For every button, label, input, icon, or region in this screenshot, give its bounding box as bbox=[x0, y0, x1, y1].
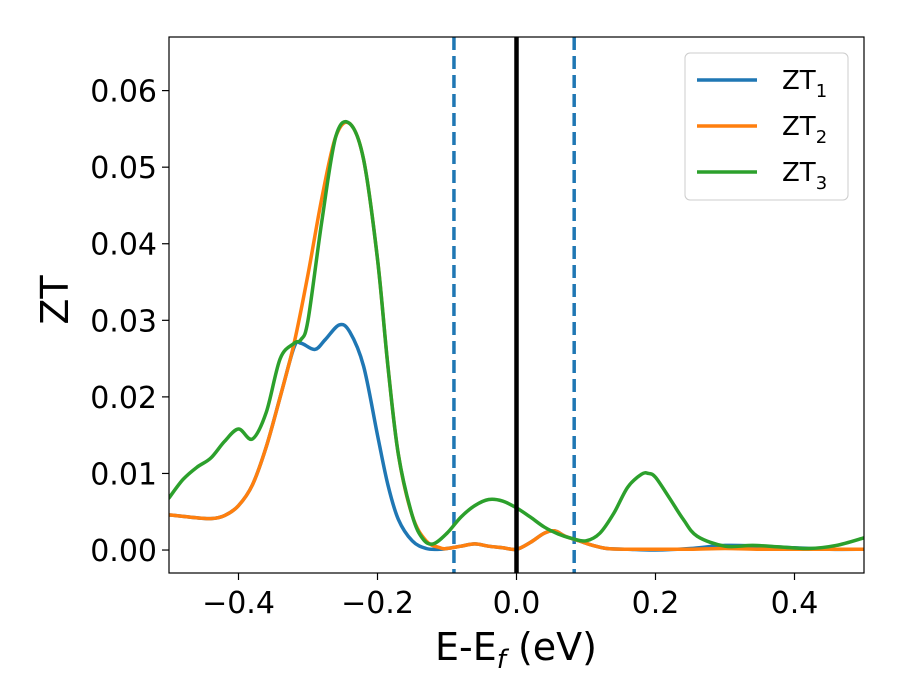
y-tick-label: 0.00 bbox=[90, 534, 157, 569]
legend-label-main: ZT bbox=[782, 112, 816, 142]
x-axis-title-suffix: (eV) bbox=[506, 625, 597, 669]
y-tick-label: 0.06 bbox=[90, 75, 157, 110]
legend-label-subscript: 3 bbox=[816, 173, 827, 194]
x-tick-label: 0.2 bbox=[632, 586, 680, 621]
x-tick-label: 0.4 bbox=[771, 586, 819, 621]
y-tick-label: 0.03 bbox=[90, 304, 157, 339]
legend-label-subscript: 2 bbox=[816, 127, 827, 148]
reference-lines bbox=[452, 37, 576, 573]
legend-label-main: ZT bbox=[782, 158, 816, 188]
series-line-zt2 bbox=[169, 120, 864, 552]
x-tick-label: 0.0 bbox=[493, 586, 541, 621]
y-axis-title: ZT bbox=[33, 275, 77, 325]
y-tick-label: 0.04 bbox=[90, 228, 157, 263]
legend-label-zt3: ZT3 bbox=[782, 158, 827, 194]
legend-label-main: ZT bbox=[782, 66, 816, 96]
y-tick-label: 0.02 bbox=[90, 381, 157, 416]
y-tick-label: 0.01 bbox=[90, 457, 157, 492]
legend-label-zt1: ZT1 bbox=[782, 66, 827, 102]
series-lines bbox=[169, 37, 864, 573]
x-tick-label: −0.4 bbox=[202, 586, 275, 621]
x-axis: −0.4 −0.2 0.0 0.2 0.4 bbox=[202, 573, 818, 621]
x-axis-title-main: E-E bbox=[435, 625, 497, 669]
x-tick-label: −0.2 bbox=[341, 586, 414, 621]
legend-box bbox=[684, 52, 849, 201]
legend-label-subscript: 1 bbox=[816, 81, 827, 102]
y-tick-label: 0.05 bbox=[90, 151, 157, 186]
series-line-zt3 bbox=[169, 119, 864, 551]
y-axis: 0.00 0.01 0.02 0.03 0.04 0.05 0.06 bbox=[90, 75, 169, 569]
x-axis-title: E-Ef (eV) bbox=[435, 625, 597, 675]
legend-label-zt2: ZT2 bbox=[782, 112, 827, 148]
